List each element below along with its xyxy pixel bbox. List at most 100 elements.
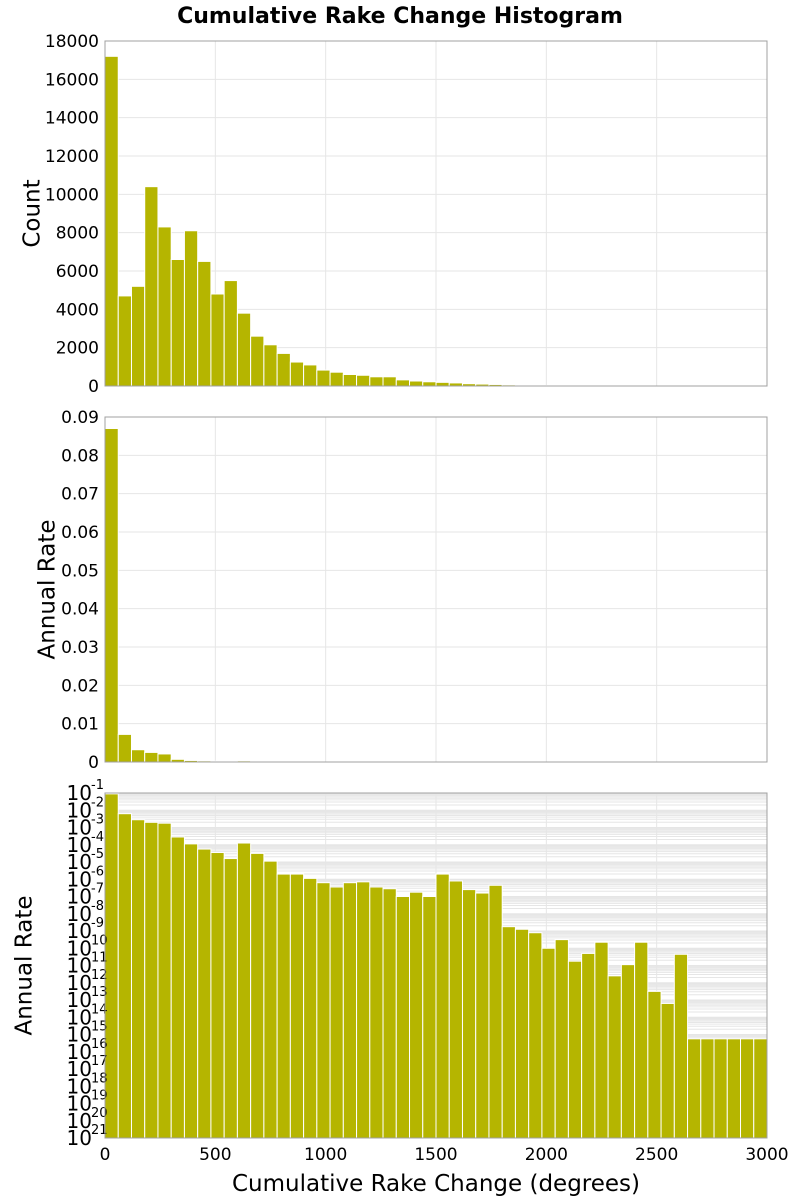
y-tick-label: 10 [67, 971, 92, 995]
y-tick-label: 10 [67, 1092, 92, 1116]
bar [144, 751, 159, 763]
bar [567, 960, 583, 1139]
y-tick-label: 0.07 [61, 485, 99, 505]
y-tick-label: 10 [67, 816, 92, 840]
bar [660, 1002, 675, 1139]
y-tick-label: 0.08 [61, 446, 99, 466]
y-tick-exponent: 20 [91, 1106, 108, 1121]
y-tick-label: 0.06 [61, 523, 99, 543]
rate-log-bars [104, 793, 768, 1139]
y-tick-label: 14000 [45, 109, 99, 129]
bar [356, 374, 371, 387]
bar [329, 886, 344, 1139]
y-tick-exponent: 13 [91, 985, 108, 1000]
y-tick-label: 16000 [45, 70, 99, 90]
bar [634, 941, 649, 1139]
bar [250, 852, 265, 1139]
bar [382, 376, 397, 387]
bar [316, 882, 331, 1139]
y-tick-exponent: -9 [91, 916, 104, 931]
bar [514, 928, 530, 1139]
bar [303, 877, 318, 1139]
y-tick-exponent: -3 [91, 813, 104, 828]
bar [342, 374, 358, 387]
rate-log-y-axis-label: Annual Rate [12, 896, 38, 1036]
y-tick-label: 12000 [45, 147, 99, 167]
bar [303, 364, 318, 387]
y-tick-label: 10 [67, 781, 92, 805]
bar [422, 381, 437, 387]
y-tick-label: 10 [67, 1005, 92, 1029]
y-tick-exponent: -7 [91, 882, 104, 897]
y-tick-exponent: 16 [91, 1037, 108, 1052]
bar [713, 1038, 728, 1139]
bar [700, 1038, 715, 1139]
y-tick-exponent: -2 [91, 795, 104, 810]
y-tick-label: 4000 [56, 300, 99, 320]
y-tick-label: 10 [67, 867, 92, 891]
bar [753, 1038, 768, 1139]
bar [461, 889, 477, 1139]
bar [276, 352, 291, 387]
x-axis-label: Cumulative Rake Change (degrees) [232, 1171, 640, 1197]
y-tick-label: 0.01 [61, 715, 99, 735]
y-tick-label: 10 [67, 1109, 92, 1133]
bar [130, 285, 146, 387]
y-tick-exponent: 14 [91, 1002, 108, 1017]
rate-log-y-ticks: 10 -110 -210 -310 -410 -510 -610 -710 -810 -910 10… [67, 778, 108, 1150]
chart-title: Cumulative Rake Change Histogram [177, 4, 623, 29]
x-axis-ticks: 0 500 1000 1500 2000 2500 3000 [100, 1145, 789, 1165]
y-tick-exponent: -1 [91, 778, 104, 793]
bar [117, 295, 132, 387]
y-tick-exponent: 18 [91, 1071, 108, 1086]
y-tick-label: 0.02 [61, 676, 99, 696]
y-tick-exponent: -8 [91, 899, 104, 914]
bar [197, 260, 212, 387]
bar [620, 964, 636, 1139]
rate-linear-panel: 0 0.01 0.02 0.03 0.04 0.05 0.06 0.07 0.08 0.09 An… [35, 408, 768, 773]
y-tick-exponent: 17 [91, 1054, 108, 1069]
rate-linear-y-ticks: 0 0.01 0.02 0.03 0.04 0.05 0.06 0.07 0.08 0.09 [61, 408, 99, 773]
bar [289, 873, 305, 1139]
bar [448, 880, 463, 1139]
y-tick-label: 10 [67, 885, 92, 909]
bar [104, 428, 119, 763]
bar [382, 888, 397, 1139]
bar [342, 882, 358, 1139]
plot-border [104, 792, 768, 1139]
bar [594, 941, 609, 1139]
bar [263, 860, 278, 1139]
bar [369, 886, 384, 1139]
x-tick-label: 500 [199, 1145, 231, 1165]
bar [726, 1038, 742, 1139]
x-tick-label: 0 [100, 1145, 111, 1165]
x-tick-label: 2500 [635, 1145, 678, 1165]
bar [276, 873, 291, 1139]
x-tick-label: 2000 [525, 1145, 568, 1165]
y-tick-exponent: 15 [91, 1020, 108, 1035]
count-bars [104, 55, 768, 387]
y-tick-label: 6000 [56, 262, 99, 282]
bar [170, 836, 185, 1139]
rate-log-panel: 10 -110 -210 -310 -410 -510 -610 -710 -810 -910 10… [12, 778, 768, 1150]
bar [250, 335, 265, 387]
bar [422, 896, 437, 1139]
y-tick-label: 10 [67, 936, 92, 960]
plot-border [104, 40, 768, 387]
bar [289, 361, 305, 387]
y-tick-exponent: 21 [91, 1123, 108, 1138]
y-tick-exponent: 12 [91, 968, 108, 983]
y-tick-exponent: 10 [91, 933, 108, 948]
bar [117, 733, 132, 763]
bar [144, 186, 159, 387]
bar [607, 975, 622, 1139]
bar [488, 884, 503, 1139]
y-tick-label: 0.09 [61, 408, 99, 428]
y-tick-label: 0 [88, 753, 99, 773]
bar [263, 344, 278, 387]
y-tick-exponent: 19 [91, 1089, 108, 1104]
y-tick-label: 2000 [56, 339, 99, 359]
y-tick-label: 0.04 [61, 600, 99, 620]
bar [223, 858, 238, 1139]
rate-linear-y-axis-label: Annual Rate [35, 520, 61, 660]
